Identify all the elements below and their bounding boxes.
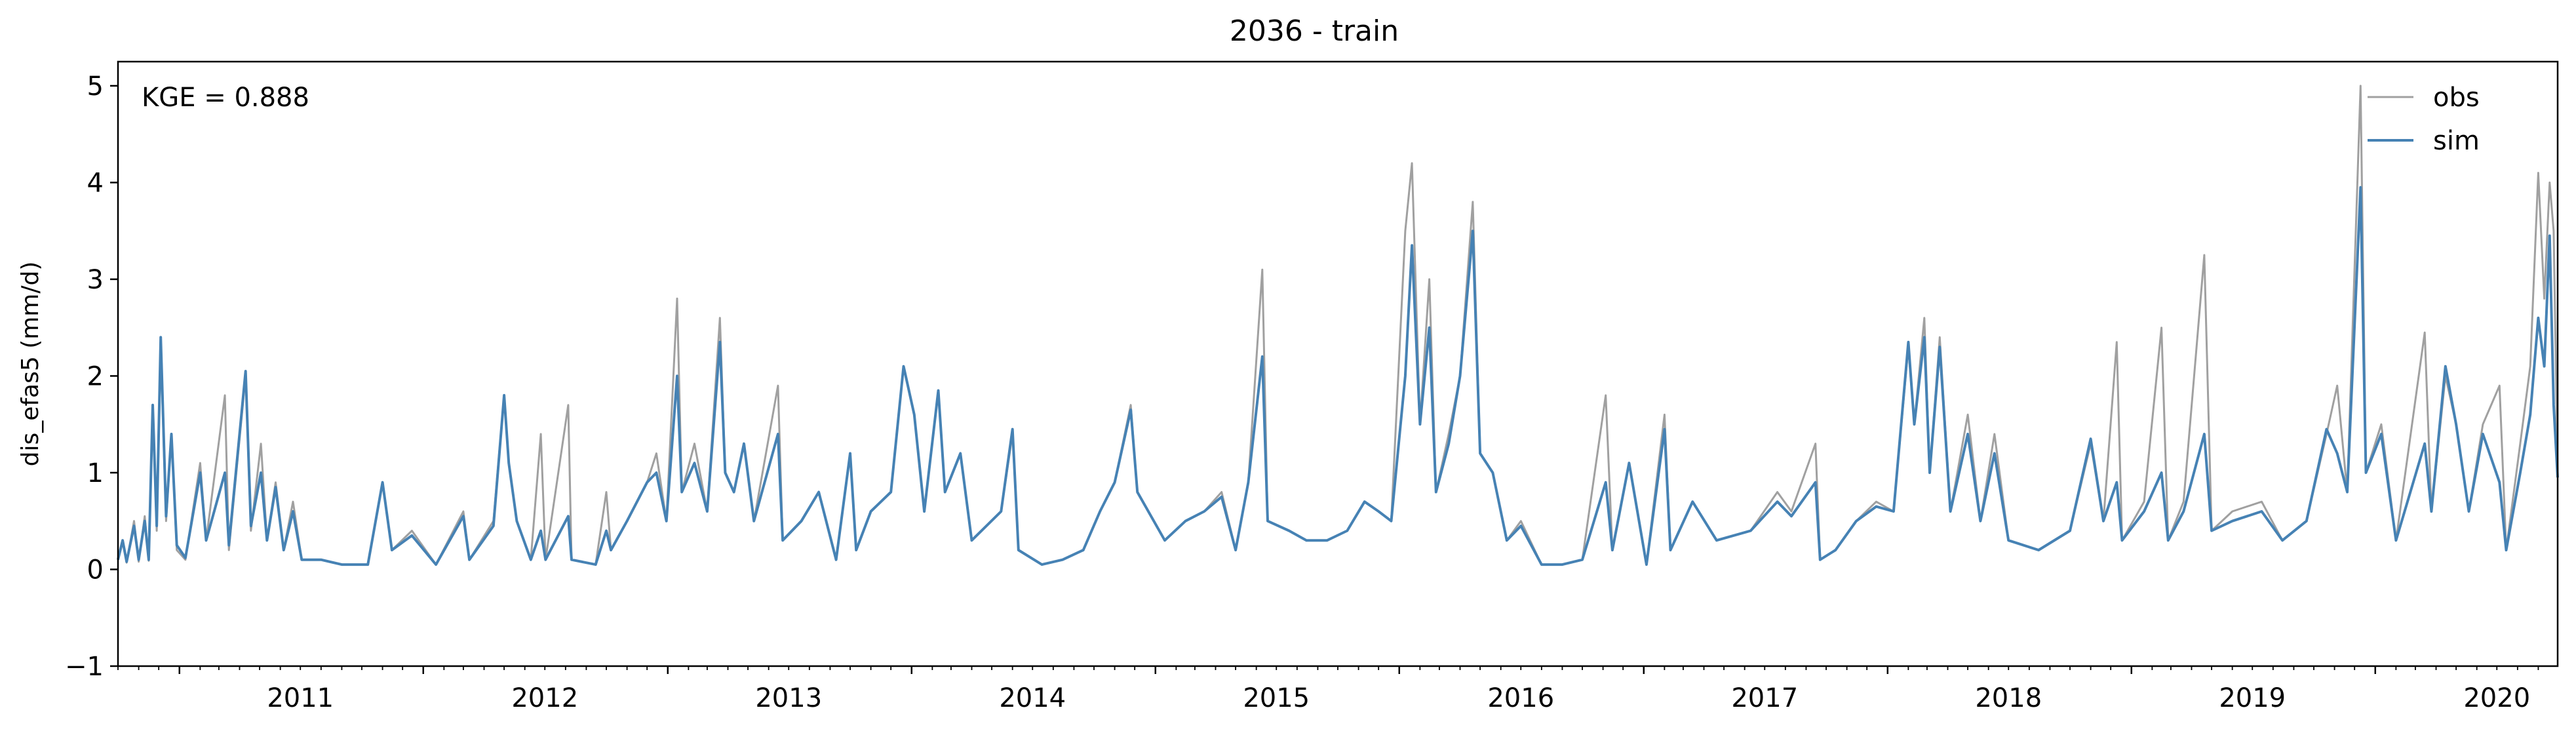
legend-label-obs: obs xyxy=(2433,83,2480,113)
x-tick-label: 2015 xyxy=(1243,683,1310,713)
x-tick-label: 2018 xyxy=(1975,683,2042,713)
y-tick-label: 4 xyxy=(87,168,104,198)
x-tick-label: 2019 xyxy=(2219,683,2286,713)
legend-label-sim: sim xyxy=(2433,126,2480,156)
y-tick-label: 2 xyxy=(87,361,104,391)
plot-frame xyxy=(117,60,2559,667)
y-tick-label: 3 xyxy=(87,265,104,295)
series-line-obs xyxy=(117,85,2559,566)
x-tick-label: 2011 xyxy=(267,683,334,713)
kge-annotation: KGE = 0.888 xyxy=(142,83,309,113)
legend: obs sim xyxy=(2368,83,2480,156)
x-tick-label: 2013 xyxy=(755,683,822,713)
chart-title: 2036 - train xyxy=(1230,14,1399,48)
y-tick-label: 5 xyxy=(87,71,104,102)
x-tick-label: 2020 xyxy=(2463,683,2530,713)
y-axis: −1 0 1 2 3 4 5 xyxy=(65,71,118,682)
y-axis-label: dis_efas5 (mm/d) xyxy=(17,262,44,467)
x-axis: 2011 2012 2013 2014 2015 2016 2017 2018 2019 2020 xyxy=(117,666,2539,713)
series-line-sim xyxy=(117,186,2559,566)
y-tick-label: 1 xyxy=(87,458,104,488)
x-tick-label: 2016 xyxy=(1487,683,1554,713)
x-tick-label: 2012 xyxy=(511,683,578,713)
x-tick-label: 2014 xyxy=(999,683,1066,713)
x-tick-label: 2017 xyxy=(1731,683,1798,713)
y-tick-label: −1 xyxy=(65,652,104,682)
plot-area xyxy=(117,85,2559,566)
y-tick-label: 0 xyxy=(87,555,104,585)
